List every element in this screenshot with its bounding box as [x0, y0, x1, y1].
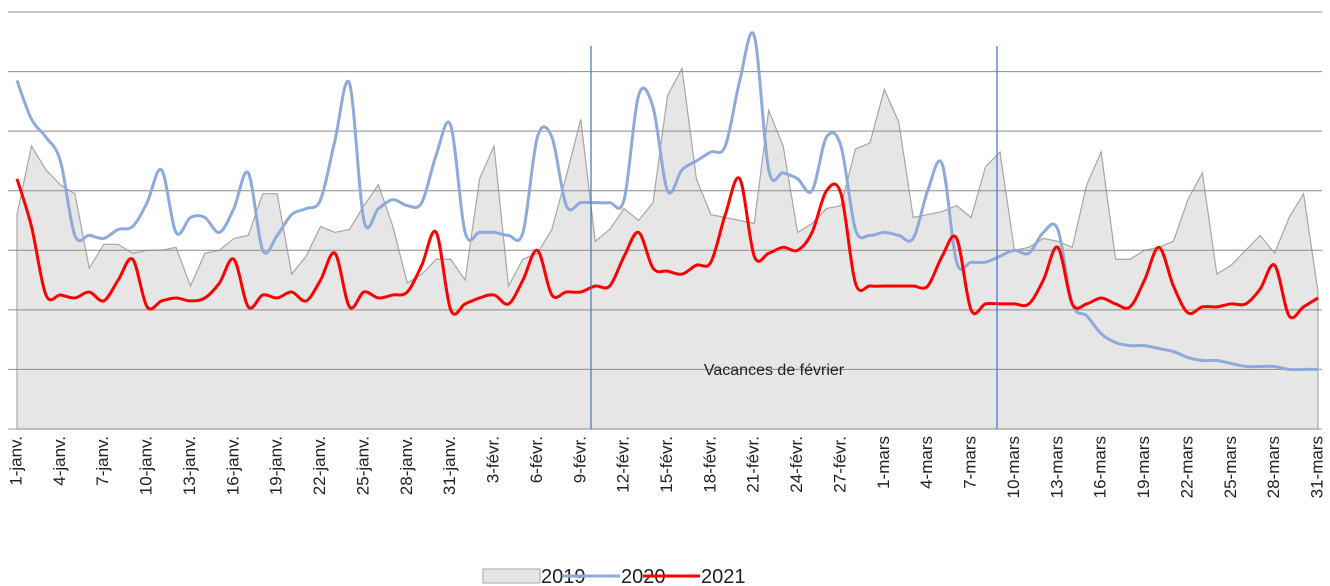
annotation: Vacances de février [704, 362, 845, 379]
x-tick-label: 13-janv. [180, 436, 199, 495]
plot [8, 11, 1322, 430]
x-tick-label: 3-févr. [484, 436, 503, 483]
x-tick-label: 7-mars [961, 436, 980, 489]
x-tick-label: 9-févr. [570, 436, 589, 483]
x-tick-label: 27-févr. [830, 436, 849, 493]
x-tick-label: 12-févr. [614, 436, 633, 493]
legend-swatch [482, 568, 541, 584]
line-series [15, 31, 1318, 372]
x-tick-label: 13-mars [1047, 436, 1066, 498]
x-tick-label: 10-janv. [137, 436, 156, 495]
legend-label: 2021 [701, 566, 746, 586]
x-tick-label: 1-janv. [6, 436, 25, 486]
x-tick-label: 4-janv. [50, 436, 69, 486]
x-tick-label: 16-janv. [223, 436, 242, 495]
area-series [16, 66, 1319, 430]
x-tick-label: 31-mars [1307, 436, 1326, 498]
x-tick-label: 10-mars [1004, 436, 1023, 498]
x-tick-label: 28-mars [1264, 436, 1283, 498]
x-tick-label: 1-mars [874, 436, 893, 489]
x-tick-label: 22-mars [1177, 436, 1196, 498]
x-tick-label: 6-févr. [527, 436, 546, 483]
x-tick-label: 25-mars [1221, 436, 1240, 498]
line-series [15, 176, 1319, 320]
x-tick-label: 7-janv. [93, 436, 112, 486]
x-tick-label: 21-févr. [744, 436, 763, 493]
x-tick-label: 22-janv. [310, 436, 329, 495]
x-tick-label: 4-mars [917, 436, 936, 489]
x-tick-label: 15-févr. [657, 436, 676, 493]
x-tick-label: 16-mars [1091, 436, 1110, 498]
x-tick-label: 24-févr. [787, 436, 806, 493]
x-tick-label: 19-janv. [267, 436, 286, 495]
x-tick-label: 18-févr. [700, 436, 719, 493]
x-tick-label: 28-janv. [397, 436, 416, 495]
x-tick-label: 31-janv. [440, 436, 459, 495]
x-tick-label: 25-janv. [353, 436, 372, 495]
x-tick-label: 19-mars [1134, 436, 1153, 498]
